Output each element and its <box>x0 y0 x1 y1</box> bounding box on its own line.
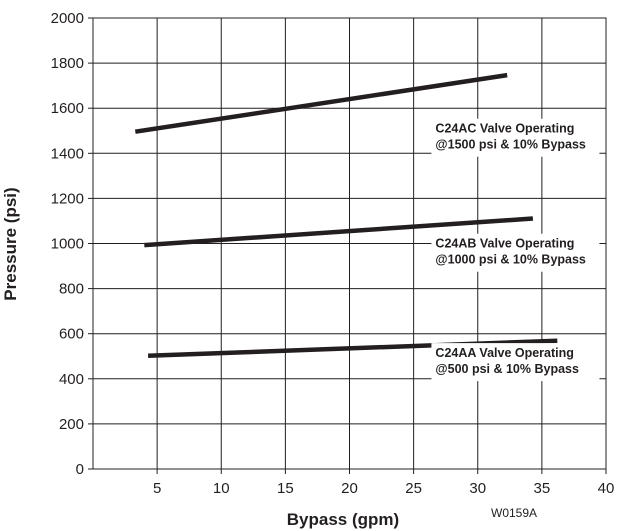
x-tick-label: 30 <box>469 480 486 497</box>
y-tick-label: 1400 <box>51 145 84 162</box>
series-label-1: C24AC Valve Operating <box>435 122 574 136</box>
label-layer: C24AC Valve Operating @1500 psi & 10% Byp… <box>431 118 600 382</box>
series-label-2: C24AB Valve Operating <box>435 237 574 251</box>
series-label-background <box>431 118 600 157</box>
axis-layer: 0 200 400 600 800 1000 1200 1400 1600 1800 2000 5 10… <box>51 10 615 497</box>
grid-layer <box>93 18 606 469</box>
y-tick-label: 1000 <box>51 236 84 253</box>
x-tick-label: 35 <box>534 480 551 497</box>
x-axis-title: Bypass (gpm) <box>287 510 399 529</box>
series-line-2 <box>144 216 534 248</box>
x-tick-label: 20 <box>341 480 358 497</box>
y-tick-label: 1800 <box>51 55 84 72</box>
y-tick-label: 200 <box>59 416 84 433</box>
series-label-background <box>431 343 600 382</box>
x-tick-label: 25 <box>405 480 422 497</box>
y-tick-label: 800 <box>59 281 84 298</box>
x-tick-label: 10 <box>213 480 230 497</box>
series-layer <box>134 72 558 359</box>
series-label-1: @1500 psi & 10% Bypass <box>435 138 586 152</box>
x-tick-label: 5 <box>153 480 161 497</box>
y-tick-label: 2000 <box>51 10 84 27</box>
series-label-3: @500 psi & 10% Bypass <box>435 362 579 376</box>
series-label-background <box>431 233 600 272</box>
series-line-1 <box>134 72 508 134</box>
figure-code: W0159A <box>491 506 537 520</box>
y-tick-label: 400 <box>59 371 84 388</box>
x-tick-label: 40 <box>598 480 615 497</box>
series-label-3: C24AA Valve Operating <box>435 346 573 360</box>
x-tick-label: 15 <box>277 480 294 497</box>
series-label-2: @1000 psi & 10% Bypass <box>435 253 586 267</box>
y-tick-label: 1200 <box>51 190 84 207</box>
y-tick-label: 600 <box>59 326 84 343</box>
y-tick-label: 1600 <box>51 100 84 117</box>
y-tick-label: 0 <box>76 461 84 478</box>
y-axis-title: Pressure (psi) <box>1 187 20 300</box>
